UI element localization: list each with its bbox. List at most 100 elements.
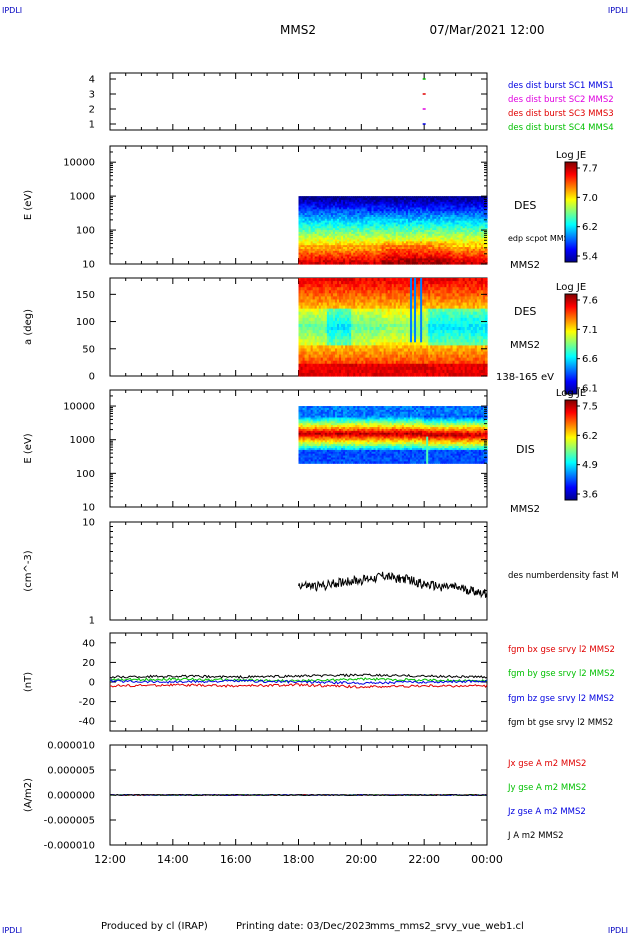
- heatmap-cell: [456, 260, 460, 263]
- heatmap-cell: [298, 348, 302, 353]
- heatmap-cell: [430, 198, 433, 201]
- heatmap-cell: [306, 254, 310, 258]
- heatmap-cell: [424, 239, 427, 242]
- heatmap-cell: [468, 203, 472, 207]
- heatmap-cell: [298, 235, 302, 239]
- heatmap-cell: [310, 262, 314, 265]
- heatmap-cell: [326, 262, 330, 265]
- heatmap-cell: [306, 345, 310, 350]
- heatmap-cell: [332, 254, 336, 258]
- heatmap-cell: [389, 239, 393, 242]
- heatmap-cell: [401, 262, 405, 265]
- heatmap-cell: [371, 262, 375, 265]
- heatmap-cell: [442, 235, 446, 239]
- heatmap-cell: [373, 205, 377, 209]
- heatmap-cell: [371, 218, 375, 222]
- heatmap-cell: [318, 231, 322, 235]
- heatmap-cell: [456, 201, 460, 205]
- heatmap-cell: [399, 235, 403, 239]
- heatmap-cell: [330, 218, 334, 222]
- heatmap-cell: [318, 284, 322, 288]
- heatmap-cell: [482, 237, 486, 241]
- heatmap-cell: [355, 213, 358, 216]
- heatmap-cell: [430, 248, 433, 252]
- heatmap-cell: [310, 330, 314, 334]
- heatmap-cell: [371, 224, 375, 227]
- heatmap-cell: [345, 211, 348, 214]
- heatmap-cell: [326, 201, 330, 205]
- heatmap-cell: [381, 224, 385, 227]
- heatmap-cell: [395, 224, 399, 227]
- heatmap-cell: [320, 201, 324, 205]
- heatmap-cell: [393, 241, 397, 244]
- heatmap-cell: [389, 254, 393, 258]
- heatmap-cell: [474, 252, 478, 256]
- heatmap-cell: [314, 290, 318, 294]
- heatmap-cell: [430, 213, 433, 216]
- heatmap-cell: [318, 366, 322, 371]
- heatmap-cell: [300, 363, 304, 368]
- heatmap-cell: [440, 258, 444, 261]
- heatmap-cell: [341, 237, 344, 241]
- heatmap-cell: [452, 262, 456, 265]
- heatmap-cell: [337, 243, 340, 246]
- heatmap-cell: [393, 199, 397, 203]
- heatmap-cell: [466, 228, 470, 231]
- heatmap-cell: [306, 327, 310, 331]
- heatmap-cell: [440, 211, 444, 214]
- heatmap-cell: [332, 196, 336, 199]
- heatmap-cell: [330, 209, 334, 212]
- heatmap-cell: [460, 207, 464, 210]
- heatmap-cell: [438, 233, 441, 237]
- heatmap-cell: [304, 231, 308, 235]
- heatmap-cell: [480, 205, 484, 209]
- heatmap-cell: [482, 203, 486, 207]
- heatmap-cell: [424, 196, 427, 199]
- heatmap-cell: [332, 230, 336, 233]
- heatmap-cell: [426, 224, 429, 227]
- heatmap-cell: [426, 250, 429, 254]
- heatmap-cell: [351, 250, 354, 254]
- heatmap-cell: [446, 262, 450, 265]
- heatmap-cell: [312, 216, 316, 220]
- heatmap-cell: [399, 243, 403, 246]
- heatmap-cell: [347, 209, 350, 212]
- heatmap-cell: [334, 224, 338, 227]
- heatmap-cell: [367, 258, 371, 261]
- heatmap-cell: [310, 226, 314, 229]
- heatmap-cell: [385, 205, 389, 209]
- heatmap-cell: [405, 218, 409, 222]
- heatmap-cell: [414, 196, 417, 199]
- heatmap-cell: [412, 254, 415, 258]
- overlay-label: edp scpot MMS2: [508, 234, 574, 243]
- heatmap-cell: [395, 243, 399, 246]
- heatmap-cell: [318, 250, 322, 254]
- heatmap-cell: [361, 250, 364, 254]
- heatmap-cell: [407, 199, 411, 203]
- heatmap-cell: [361, 235, 364, 239]
- heatmap-cell: [405, 247, 409, 250]
- heatmap-cell: [328, 198, 332, 201]
- heatmap-cell: [387, 226, 391, 229]
- heatmap-cell: [442, 214, 446, 218]
- heatmap-cell: [367, 201, 371, 205]
- heatmap-cell: [381, 213, 385, 216]
- heatmap-cell: [379, 216, 383, 220]
- heatmap-cell: [385, 231, 389, 235]
- heatmap-cell: [456, 237, 460, 241]
- heatmap-cell: [300, 320, 304, 325]
- heatmap-cell: [399, 256, 403, 259]
- heatmap-cell: [389, 209, 393, 212]
- heatmap-cell: [418, 220, 421, 224]
- heatmap-cell: [304, 239, 308, 242]
- heatmap-cell: [371, 205, 375, 209]
- heatmap-cell: [302, 254, 306, 258]
- heatmap-cell: [472, 228, 476, 231]
- heatmap-cell: [420, 207, 423, 210]
- heatmap-cell: [316, 239, 320, 242]
- heatmap-cell: [462, 250, 466, 254]
- heatmap-cell: [367, 199, 371, 203]
- heatmap-cell: [353, 228, 356, 231]
- heatmap-cell: [306, 311, 310, 316]
- heatmap-cell: [308, 348, 312, 353]
